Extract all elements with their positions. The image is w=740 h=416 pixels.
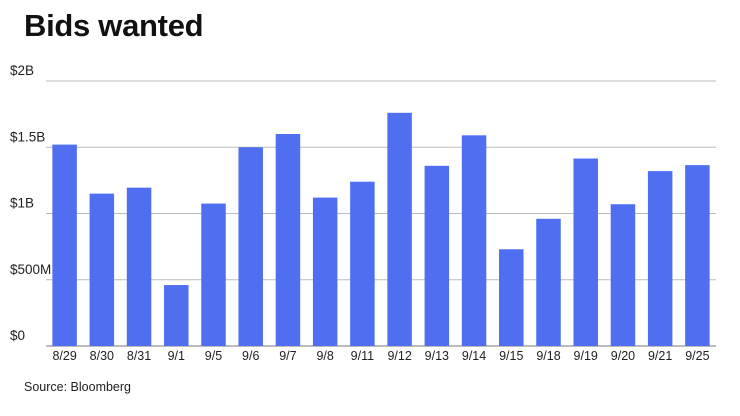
bar-9-7 — [275, 134, 301, 346]
y-axis-tick-labels: $0 $500M $1B $1.5B $2B — [10, 63, 51, 343]
bar-9-25 — [685, 165, 710, 346]
x-tick-label: 9/1 — [168, 349, 185, 363]
bar-9-8 — [312, 197, 338, 346]
bar-9-19 — [573, 158, 598, 346]
x-tick-label: 9/25 — [685, 349, 709, 363]
bar-9-21 — [647, 171, 673, 346]
x-tick-label: 9/7 — [279, 349, 296, 363]
x-axis-tick-labels: 8/29 8/30 8/31 9/1 9/5 9/6 9/7 9/8 9/11 9/12 9/13 9… — [52, 349, 709, 363]
bar-9-14 — [461, 135, 487, 346]
x-tick-label: 9/13 — [425, 349, 449, 363]
y-tick-label: $1.5B — [10, 129, 45, 144]
chart-title: Bids wanted — [24, 8, 204, 43]
bar-9-18 — [536, 218, 561, 346]
source-note: Source: Bloomberg — [24, 380, 132, 394]
x-tick-label: 9/12 — [387, 349, 411, 363]
bar-8-31 — [126, 187, 152, 346]
bar-9-20 — [610, 204, 636, 346]
gridlines — [46, 80, 716, 347]
x-tick-label: 9/5 — [205, 349, 222, 363]
x-tick-label: 9/11 — [351, 349, 374, 363]
x-tick-label: 9/21 — [648, 349, 672, 363]
x-tick-label: 8/29 — [52, 349, 76, 363]
x-tick-label: 9/19 — [574, 349, 598, 363]
x-tick-label: 9/18 — [536, 349, 560, 363]
y-tick-label: $1B — [10, 196, 34, 211]
bar-9-11 — [350, 181, 375, 346]
bar-9-13 — [424, 165, 450, 346]
x-tick-label: 9/20 — [611, 349, 635, 363]
x-tick-label: 8/31 — [127, 349, 151, 363]
x-tick-label: 8/30 — [90, 349, 114, 363]
bars — [52, 112, 710, 346]
bar-9-1 — [164, 285, 189, 346]
x-tick-label: 9/6 — [242, 349, 259, 363]
bar-9-12 — [387, 112, 412, 346]
bar-9-6 — [238, 147, 263, 346]
bar-8-29 — [52, 144, 77, 346]
y-tick-label: $500M — [10, 262, 51, 277]
bar-9-15 — [499, 249, 524, 346]
y-tick-label: $2B — [10, 63, 34, 78]
bar-9-5 — [201, 203, 226, 346]
x-tick-label: 9/15 — [499, 349, 523, 363]
y-tick-label: $0 — [10, 328, 25, 343]
x-tick-label: 9/8 — [316, 349, 333, 363]
x-tick-label: 9/14 — [462, 349, 486, 363]
bar-8-30 — [89, 193, 115, 346]
